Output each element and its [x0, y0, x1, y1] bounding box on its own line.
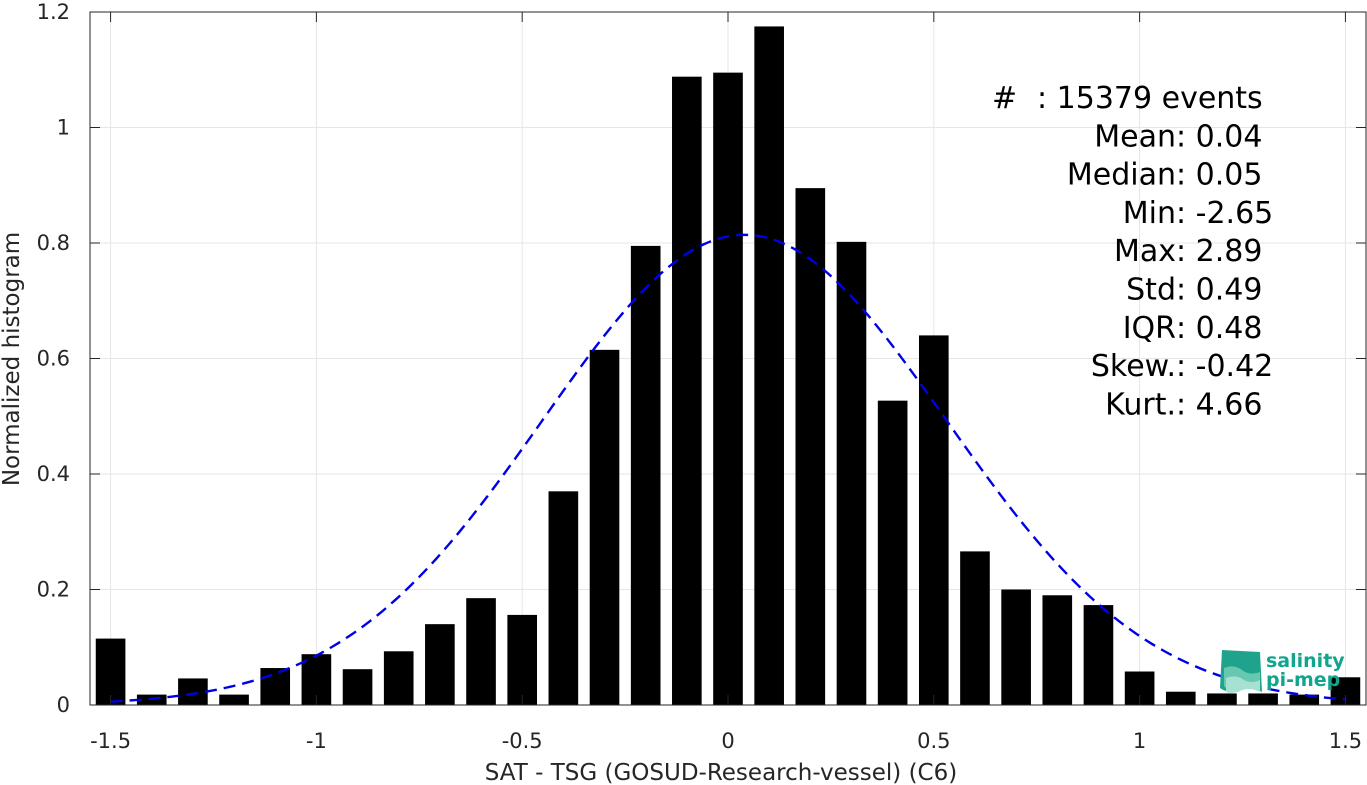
y-tick-labels: 0 0.2 0.4 0.6 0.8 1 1.2 [37, 0, 70, 717]
x-tick-label: 0 [721, 729, 734, 753]
bar [836, 241, 867, 705]
stat-value: : 2.89 [1176, 234, 1262, 269]
salinity-pi-mep-logo: salinity pi-mep [1220, 650, 1345, 693]
bar [589, 349, 620, 705]
x-tick-label: 0.5 [917, 729, 950, 753]
stat-value: : -0.42 [1176, 349, 1273, 384]
y-tick-label: 1 [57, 116, 70, 140]
bar [960, 551, 990, 705]
bar [713, 72, 743, 705]
stat-label: Skew. [1091, 349, 1176, 384]
y-tick-label: 0.8 [37, 231, 70, 255]
stat-value: : -2.65 [1176, 196, 1273, 231]
stat-label: IQR [1123, 311, 1176, 346]
axes [89, 11, 1367, 706]
bar [507, 614, 538, 705]
bar [1001, 589, 1031, 705]
x-tick-label: -1 [306, 729, 327, 753]
bar [1042, 595, 1073, 705]
bar [260, 668, 291, 705]
stat-value: : 0.49 [1176, 273, 1262, 308]
x-tick-labels: -1.5 -1 -0.5 0 0.5 1 1.5 [90, 729, 1362, 753]
stat-value: : 15379 events [1037, 81, 1263, 116]
stat-label: # [992, 81, 1017, 116]
logo-text-salinity: salinity [1266, 650, 1345, 672]
bar [1248, 693, 1278, 705]
bar [219, 694, 249, 705]
bar [342, 669, 373, 705]
bar [754, 26, 784, 705]
stat-label: Median [1067, 158, 1176, 193]
bar [466, 598, 496, 705]
bar [630, 245, 661, 705]
stat-value: : 0.48 [1176, 311, 1262, 346]
bar [425, 624, 455, 705]
bar [1207, 693, 1237, 705]
x-tick-label: 1 [1133, 729, 1146, 753]
y-tick-label: 0 [57, 693, 70, 717]
bar [672, 76, 702, 706]
bars [95, 26, 1361, 706]
stat-value: : 0.05 [1176, 158, 1262, 193]
stat-label: Mean [1094, 119, 1176, 154]
stat-label: Max [1114, 234, 1176, 269]
y-tick-label: 1.2 [37, 0, 70, 24]
bar [877, 400, 908, 705]
bar [1083, 605, 1114, 705]
stat-value: : 4.66 [1176, 387, 1262, 422]
bar [178, 678, 208, 705]
logo-text-pi-mep: pi-mep [1266, 669, 1340, 691]
bar [383, 651, 414, 705]
bar [795, 188, 826, 705]
bar [1165, 691, 1196, 705]
x-tick-label: 1.5 [1329, 729, 1362, 753]
stat-label: Min [1123, 196, 1176, 231]
y-tick-label: 0.6 [37, 347, 70, 371]
y-axis-label: Normalized histogram [0, 232, 25, 486]
stat-label: Std [1126, 273, 1176, 308]
bar [1289, 694, 1320, 705]
stat-value: : 0.04 [1176, 119, 1262, 154]
x-axis-label: SAT - TSG (GOSUD-Research-vessel) (C6) [485, 760, 957, 785]
y-tick-label: 0.4 [37, 462, 70, 486]
x-tick-label: -0.5 [502, 729, 543, 753]
bar [95, 638, 126, 705]
gaussian-fit-curve [110, 233, 1346, 703]
stat-label: Kurt. [1105, 387, 1176, 422]
bar [548, 491, 579, 705]
y-tick-label: 0.2 [37, 578, 70, 602]
x-tick-label: -1.5 [90, 729, 131, 753]
bar [918, 335, 949, 705]
